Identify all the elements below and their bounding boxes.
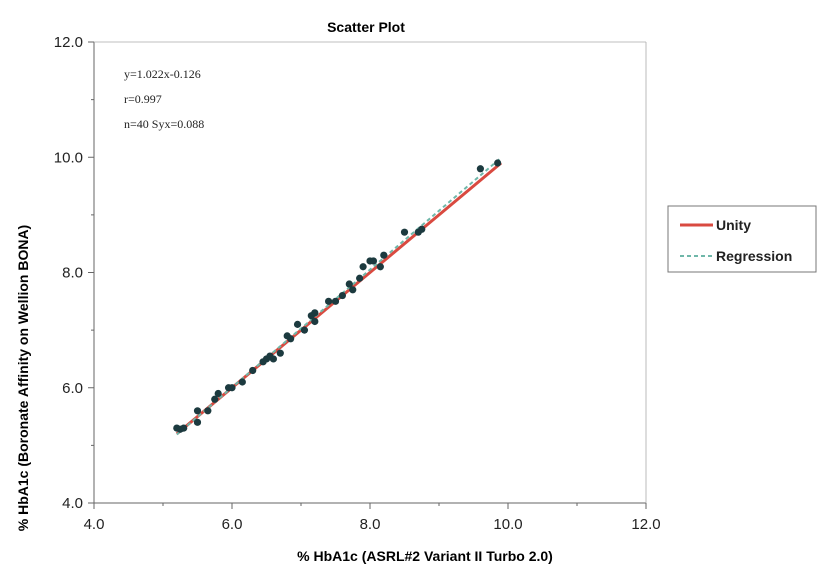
data-point [214, 389, 222, 398]
data-point [400, 228, 409, 236]
data-point [311, 309, 319, 317]
y-tick-label: 8.0 [62, 265, 83, 282]
x-tick-label: 12.0 [631, 516, 660, 533]
data-point [494, 159, 502, 167]
y-tick-label: 4.0 [62, 495, 83, 512]
data-point [418, 225, 426, 233]
legend-box [667, 205, 817, 273]
data-point [300, 326, 309, 334]
sample-stats: n=40 Syx=0.088 [124, 117, 204, 131]
data-point [180, 424, 188, 432]
legend-label-unity: Unity [716, 217, 751, 233]
data-point [325, 297, 333, 305]
x-tick-label: 4.0 [84, 516, 105, 533]
data-point [249, 366, 257, 375]
data-point [204, 407, 212, 415]
x-tick-label: 10.0 [493, 516, 522, 533]
data-point [193, 418, 202, 426]
data-point [380, 251, 388, 259]
x-axis-label: % HbA1c (ASRL#2 Variant II Turbo 2.0) [297, 548, 553, 564]
data-point [359, 263, 367, 271]
data-point [338, 291, 346, 300]
data-point [345, 280, 353, 288]
x-tick-label: 8.0 [360, 516, 381, 533]
data-point [369, 257, 378, 265]
correlation-coefficient: r=0.997 [124, 92, 162, 106]
x-tick-label: 6.0 [222, 516, 243, 533]
data-point [331, 297, 340, 305]
data-point [376, 263, 384, 271]
data-points [173, 159, 502, 433]
y-tick-label: 10.0 [54, 149, 83, 166]
stats-annotation: y=1.022x-0.126 r=0.997 n=40 Syx=0.088 [124, 67, 204, 131]
y-tick-label: 12.0 [54, 34, 83, 51]
chart-title: Scatter Plot [327, 19, 405, 35]
data-point [269, 355, 277, 363]
data-point [193, 407, 202, 415]
data-point [349, 286, 357, 294]
data-point [293, 320, 302, 328]
legend-label-regression: Regression [716, 248, 792, 264]
data-point [228, 384, 236, 392]
data-point [311, 317, 319, 326]
y-axis-label: % HbA1c (Boronate Affinity on Wellion BO… [15, 225, 31, 531]
data-point [356, 274, 364, 282]
data-point [238, 378, 246, 386]
data-point [287, 335, 295, 343]
x-ticks: 4.0 6.0 8.0 10.0 12.0 [84, 503, 661, 533]
regression-equation: y=1.022x-0.126 [124, 67, 201, 81]
data-point [476, 165, 484, 173]
data-point [276, 349, 284, 357]
legend: Unity Regression [667, 205, 817, 273]
y-ticks: 4.0 6.0 8.0 10.0 12.0 [54, 34, 94, 512]
data-point [211, 395, 219, 403]
y-tick-label: 6.0 [62, 380, 83, 397]
